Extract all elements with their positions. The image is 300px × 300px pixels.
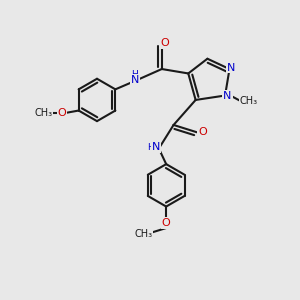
Text: O: O	[198, 127, 207, 137]
Text: CH₃: CH₃	[134, 229, 152, 239]
Text: CH₃: CH₃	[34, 109, 52, 118]
Text: O: O	[160, 38, 169, 48]
Text: N: N	[227, 63, 235, 73]
Text: N: N	[130, 75, 139, 85]
Text: CH₃: CH₃	[240, 96, 258, 106]
Text: H: H	[131, 70, 138, 79]
Text: N: N	[152, 142, 160, 152]
Text: H: H	[147, 142, 154, 152]
Text: O: O	[58, 109, 66, 118]
Text: N: N	[223, 91, 232, 100]
Text: O: O	[162, 218, 171, 228]
